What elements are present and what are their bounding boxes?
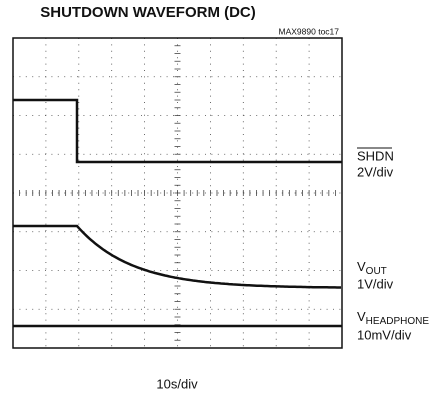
shdn-trace — [13, 98, 342, 164]
headphone-main: V — [357, 309, 366, 324]
vout-trace — [13, 224, 341, 289]
vout-main: V — [357, 259, 366, 274]
grid — [13, 38, 342, 348]
vout-label: VOUT — [357, 259, 387, 276]
vout-scale: 1V/div — [357, 276, 394, 291]
headphone-scale: 10mV/div — [357, 327, 412, 342]
plot-frame — [12, 37, 343, 349]
reference: MAX9890 toc17 — [279, 26, 340, 36]
headphone-sub: HEADPHONE — [366, 316, 430, 327]
vout-sub: OUT — [366, 266, 387, 277]
shdn-scale: 2V/div — [357, 164, 394, 179]
shdn-label: SHDN — [357, 148, 394, 163]
headphone-label: VHEADPHONE — [357, 309, 429, 326]
x-scale: 10s/div — [156, 376, 198, 391]
title: SHUTDOWN WAVEFORM (DC) — [40, 4, 256, 21]
